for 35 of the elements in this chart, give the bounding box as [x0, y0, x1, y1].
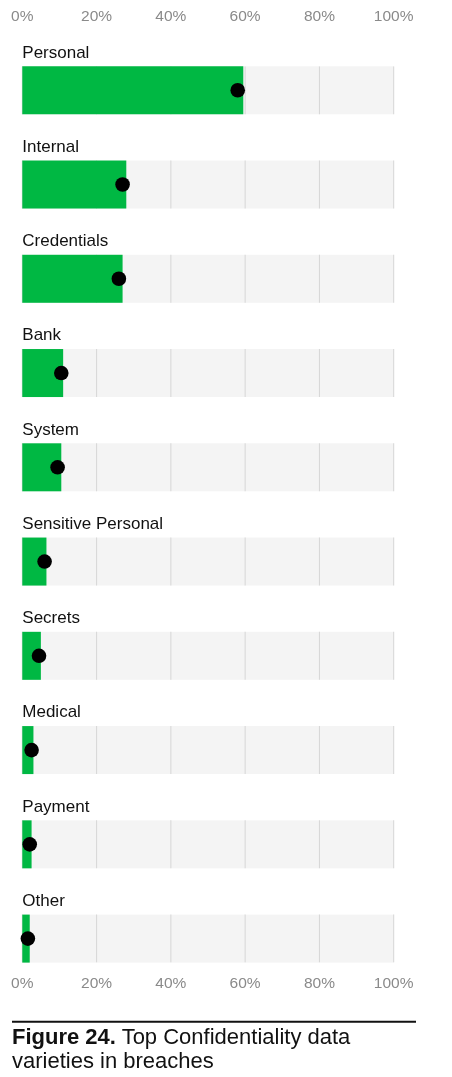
x-tick-label: 20%: [81, 7, 113, 25]
y-tick-label: Secrets: [22, 608, 80, 628]
y-tick-label: System: [22, 419, 79, 439]
text: Figure 24. Top Confidentiality data varieties in breaches: [12, 1023, 352, 1074]
point: [50, 460, 65, 475]
y-tick-label: Credentials: [22, 231, 109, 251]
bar: [22, 537, 47, 586]
x2-tick-label: 40%: [155, 974, 187, 992]
x-tick-label: 0%: [11, 7, 34, 25]
x-tick-label: 40%: [155, 7, 187, 25]
point: [115, 177, 130, 192]
x2-tick-label: 60%: [229, 974, 261, 992]
point: [22, 837, 38, 852]
y-tick-label: Medical: [22, 702, 81, 722]
point: [20, 931, 36, 946]
bar: [22, 349, 64, 398]
x-tick-label: 80%: [303, 7, 336, 25]
point: [111, 271, 127, 287]
x2-tick-label: 20%: [81, 974, 113, 992]
x2-tick-label: 80%: [303, 974, 336, 992]
point: [54, 365, 69, 381]
x2-tick-label: 0%: [11, 974, 34, 992]
y-tick-label: Other: [22, 890, 66, 910]
y-tick-label: Personal: [22, 42, 90, 62]
x2-tick-label: 100%: [373, 974, 414, 992]
x-tick-label: 60%: [229, 7, 261, 25]
y-tick-label: Payment: [22, 796, 90, 816]
y-tick-label: Bank: [22, 325, 62, 345]
x-tick-label: 100%: [373, 7, 414, 25]
point: [37, 554, 52, 569]
bar: [22, 443, 62, 492]
y-tick-label: Internal: [22, 136, 79, 156]
y-tick-label: Sensitive Personal: [22, 513, 164, 533]
point: [24, 742, 39, 758]
point: [230, 82, 246, 98]
